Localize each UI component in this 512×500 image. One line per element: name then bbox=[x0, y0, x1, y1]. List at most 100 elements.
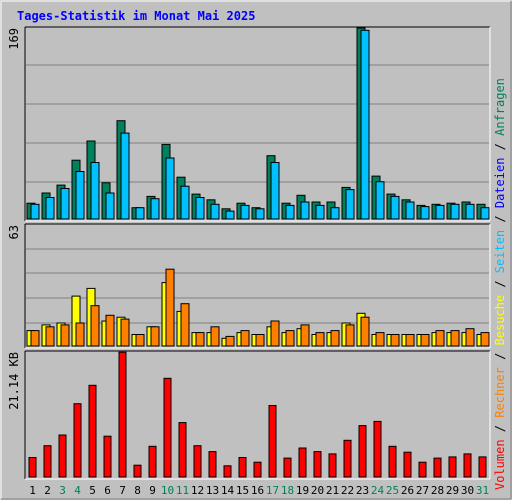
bar-rechner-day-13 bbox=[210, 326, 220, 347]
bar-volumen-day-29 bbox=[448, 456, 457, 478]
bar-seiten-day-7 bbox=[120, 132, 130, 220]
bar-seiten-day-1 bbox=[30, 203, 40, 220]
bar-rechner-day-12 bbox=[195, 332, 205, 347]
x-tick-label-day-3: 3 bbox=[59, 484, 66, 497]
bar-rechner-day-23 bbox=[360, 316, 370, 347]
x-tick-label-day-28: 28 bbox=[431, 484, 444, 497]
bar-volumen-day-13 bbox=[208, 451, 217, 478]
bar-seiten-day-3 bbox=[60, 188, 70, 220]
bar-rechner-day-22 bbox=[345, 324, 355, 347]
x-tick-label-day-9: 9 bbox=[149, 484, 156, 497]
x-tick-label-day-19: 19 bbox=[296, 484, 309, 497]
x-tick-label-day-17: 17 bbox=[266, 484, 279, 497]
bar-volumen-day-28 bbox=[433, 457, 442, 478]
bar-rechner-day-18 bbox=[285, 330, 295, 347]
bar-volumen-day-4 bbox=[73, 403, 82, 478]
bar-rechner-day-28 bbox=[435, 330, 445, 347]
bar-volumen-day-14 bbox=[223, 465, 232, 478]
x-tick-label-day-13: 13 bbox=[206, 484, 219, 497]
bar-volumen-day-19 bbox=[298, 447, 307, 478]
legend-item-anfragen: Anfragen bbox=[493, 78, 507, 136]
bar-volumen-day-30 bbox=[463, 453, 472, 478]
panel-volume-background bbox=[25, 351, 490, 479]
legend-separator: / bbox=[493, 208, 507, 230]
x-tick-label-day-1: 1 bbox=[29, 484, 36, 497]
bar-seiten-day-13 bbox=[210, 203, 220, 220]
bar-volumen-day-22 bbox=[343, 439, 352, 478]
bar-seiten-day-6 bbox=[105, 192, 115, 220]
x-tick-label-day-21: 21 bbox=[326, 484, 339, 497]
bar-rechner-day-4 bbox=[75, 322, 85, 347]
legend-item-dateien: Dateien bbox=[493, 158, 507, 209]
bar-volumen-day-12 bbox=[193, 445, 202, 478]
bar-seiten-day-12 bbox=[195, 197, 205, 220]
bar-seiten-day-15 bbox=[240, 204, 250, 220]
panel-visits-axis-max-label: 63 bbox=[7, 225, 21, 239]
x-tick-label-day-22: 22 bbox=[341, 484, 354, 497]
bar-volumen-day-17 bbox=[268, 405, 277, 478]
bar-seiten-day-22 bbox=[345, 189, 355, 220]
bar-volumen-day-27 bbox=[418, 461, 427, 478]
bar-rechner-day-16 bbox=[255, 334, 265, 347]
bar-seiten-day-29 bbox=[450, 203, 460, 220]
x-tick-label-day-6: 6 bbox=[104, 484, 111, 497]
x-tick-label-day-15: 15 bbox=[236, 484, 249, 497]
bar-volumen-day-6 bbox=[103, 435, 112, 478]
bar-rechner-day-5 bbox=[90, 305, 100, 347]
x-tick-label-day-14: 14 bbox=[221, 484, 235, 497]
legend-separator: / bbox=[493, 345, 507, 367]
bar-seiten-day-27 bbox=[420, 206, 430, 220]
legend-separator: / bbox=[493, 273, 507, 295]
x-tick-label-day-31: 31 bbox=[476, 484, 489, 497]
x-tick-label-day-24: 24 bbox=[371, 484, 385, 497]
bar-seiten-day-8 bbox=[135, 207, 145, 220]
bar-seiten-day-26 bbox=[405, 201, 415, 220]
bar-volumen-day-3 bbox=[58, 434, 67, 478]
x-tick-label-day-23: 23 bbox=[356, 484, 369, 497]
bar-seiten-day-11 bbox=[180, 185, 190, 220]
bar-seiten-day-5 bbox=[90, 162, 100, 220]
bar-rechner-day-10 bbox=[165, 268, 175, 347]
bar-seiten-day-25 bbox=[390, 195, 400, 220]
bar-seiten-day-9 bbox=[150, 198, 160, 220]
bar-volumen-day-2 bbox=[43, 445, 52, 478]
x-tick-label-day-5: 5 bbox=[89, 484, 96, 497]
x-tick-label-day-4: 4 bbox=[74, 484, 81, 497]
bar-seiten-day-16 bbox=[255, 208, 265, 220]
x-tick-label-day-18: 18 bbox=[281, 484, 294, 497]
bar-volumen-day-9 bbox=[148, 445, 157, 478]
bar-rechner-day-29 bbox=[450, 330, 460, 347]
bar-volumen-day-24 bbox=[373, 420, 382, 478]
bar-volumen-day-21 bbox=[328, 453, 337, 478]
x-tick-label-day-30: 30 bbox=[461, 484, 474, 497]
bar-volumen-day-8 bbox=[133, 464, 142, 478]
panel-volume-axis-max-label: 21.14 KB bbox=[7, 352, 21, 410]
x-tick-label-day-27: 27 bbox=[416, 484, 429, 497]
bar-rechner-day-8 bbox=[135, 334, 145, 347]
bar-volumen-day-20 bbox=[313, 451, 322, 478]
bar-seiten-day-21 bbox=[330, 207, 340, 220]
x-tick-label-day-25: 25 bbox=[386, 484, 399, 497]
bar-seiten-day-19 bbox=[300, 201, 310, 220]
bar-rechner-day-9 bbox=[150, 326, 160, 347]
legend-item-besuche: Besuche bbox=[493, 295, 507, 346]
legend-separator: / bbox=[493, 136, 507, 158]
legend: Volumen / Rechner / Besuche / Seiten / D… bbox=[493, 78, 507, 490]
bar-seiten-day-23 bbox=[360, 29, 370, 220]
bar-rechner-day-7 bbox=[120, 318, 130, 347]
bar-seiten-day-14 bbox=[225, 210, 235, 220]
bar-seiten-day-10 bbox=[165, 157, 175, 220]
panel-requests-axis-max-label: 169 bbox=[7, 28, 21, 50]
legend-separator: / bbox=[493, 418, 507, 440]
bar-rechner-day-20 bbox=[315, 332, 325, 347]
bar-seiten-day-4 bbox=[75, 171, 85, 220]
x-tick-label-day-16: 16 bbox=[251, 484, 264, 497]
bar-rechner-day-25 bbox=[390, 334, 400, 347]
bar-rechner-day-15 bbox=[240, 330, 250, 347]
bar-rechner-day-19 bbox=[300, 324, 310, 347]
bar-volumen-day-26 bbox=[403, 451, 412, 478]
bar-rechner-day-14 bbox=[225, 335, 235, 347]
x-tick-label-day-2: 2 bbox=[44, 484, 51, 497]
legend-item-rechner: Rechner bbox=[493, 367, 507, 418]
